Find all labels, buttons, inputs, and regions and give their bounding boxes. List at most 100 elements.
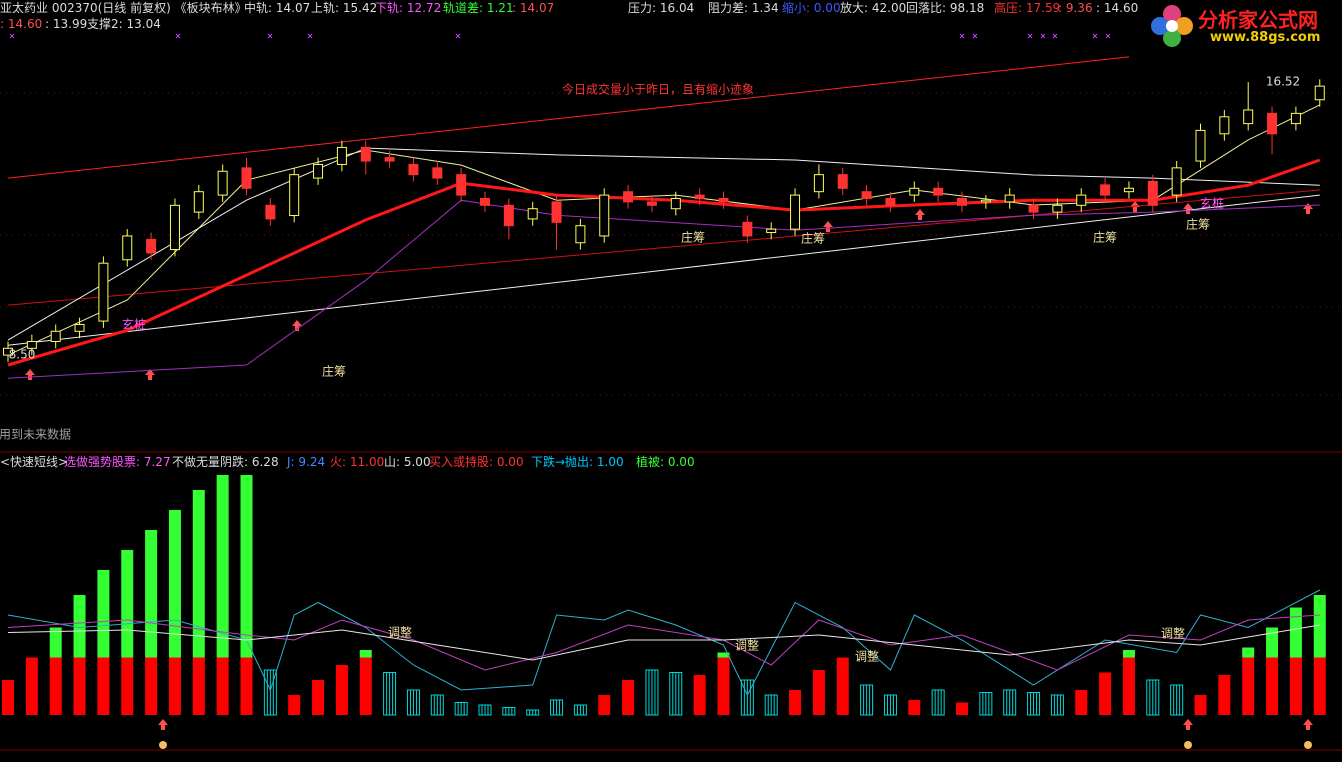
- bar: [288, 695, 301, 715]
- bar: [956, 702, 968, 715]
- candle-body: [1171, 167, 1182, 196]
- header-item: 亚太药业 002370(日线 前复权) 《板块布林》: [0, 1, 247, 15]
- bar: [836, 657, 849, 715]
- indicator-item: 植被: 0.00: [636, 455, 695, 469]
- signal-arrow: [823, 221, 833, 232]
- indicator-item: J: 9.24: [287, 455, 326, 469]
- candle-body: [527, 208, 538, 220]
- annotation: 庄筹: [322, 364, 346, 379]
- header-item: 高压: 17.59: [994, 1, 1061, 15]
- bar: [216, 657, 229, 715]
- annotation: 玄桩: [122, 317, 146, 332]
- indicator-item: 山: 5.00: [384, 455, 431, 469]
- bar: [1289, 607, 1302, 658]
- annotation: 调整: [1161, 626, 1185, 641]
- bar: [1242, 657, 1255, 715]
- candle-body: [26, 340, 37, 349]
- hand-icon: [1304, 741, 1312, 749]
- bar: [717, 652, 730, 658]
- x-marker: [1052, 33, 1058, 39]
- candle-body: [575, 225, 586, 244]
- header-item: 中轨: 14.07: [244, 1, 311, 15]
- signal-arrow: [158, 719, 168, 730]
- x-marker: [455, 33, 461, 39]
- candle-body: [456, 174, 467, 196]
- logo-title: 分析家公式网: [1198, 8, 1318, 32]
- candle-body: [384, 157, 395, 162]
- bar: [1313, 595, 1326, 658]
- indicator-line: [7, 158, 1321, 367]
- candle-body: [1314, 85, 1325, 101]
- bar: [908, 700, 921, 715]
- annotation: 庄筹: [801, 231, 825, 246]
- annotation: 用到未来数据: [0, 427, 71, 442]
- candle-body: [933, 187, 944, 196]
- annotation: 玄桩: [1200, 196, 1224, 211]
- indicator-line: [7, 104, 1321, 356]
- candle-body: [957, 197, 967, 206]
- signal-arrow: [1303, 719, 1313, 730]
- header-item: 压力: 16.04: [628, 1, 695, 15]
- indicator-line: [7, 194, 1320, 346]
- bar: [73, 657, 86, 715]
- candle-body: [1243, 109, 1254, 125]
- candle-body: [1290, 112, 1301, 125]
- bar: [240, 657, 253, 715]
- candle-body: [3, 347, 13, 356]
- bar: [598, 695, 611, 715]
- indicator-line: [7, 56, 1130, 179]
- bar: [121, 550, 134, 658]
- indicator-line: [7, 147, 1320, 341]
- bar: [1194, 695, 1207, 715]
- bar: [145, 530, 158, 658]
- annotation: 16.52: [1266, 75, 1300, 89]
- candle-body: [694, 194, 705, 199]
- x-marker: [175, 33, 181, 39]
- annotation: 庄筹: [1186, 217, 1210, 232]
- x-marker: [1040, 33, 1046, 39]
- candle-body: [241, 167, 252, 189]
- signal-arrow: [25, 369, 35, 380]
- indicator-line: [7, 189, 1320, 306]
- candle-body: [336, 146, 347, 165]
- candle-body: [837, 174, 848, 189]
- indicator-item: 下跌→抛出: 1.00: [531, 455, 624, 469]
- candle-body: [980, 199, 991, 203]
- bar: [25, 657, 38, 715]
- candle-body: [50, 330, 61, 342]
- bar: [97, 657, 110, 715]
- bar: [359, 657, 372, 715]
- indicator-line: [7, 589, 1321, 697]
- bar: [335, 665, 348, 715]
- candle-body: [503, 204, 514, 227]
- bar: [97, 570, 110, 658]
- bar: [168, 510, 181, 658]
- candle-body: [1123, 187, 1134, 193]
- bar: [1266, 657, 1279, 715]
- bar: [359, 650, 372, 658]
- indicator-item: <快速短线>: [0, 455, 69, 469]
- candle-body: [1267, 112, 1278, 135]
- signal-arrow: [292, 320, 302, 331]
- bar: [121, 657, 134, 715]
- bar: [1099, 672, 1112, 715]
- candle-body: [1028, 204, 1039, 213]
- candle-body: [313, 163, 324, 179]
- x-marker: [267, 33, 273, 39]
- candle-body: [861, 191, 872, 199]
- indicator-item: 火: 11.00: [330, 455, 385, 469]
- bar: [73, 595, 86, 658]
- candle-body: [432, 167, 443, 179]
- candle-body: [1100, 184, 1111, 196]
- bar: [1242, 647, 1255, 658]
- indicator-line: [7, 624, 1320, 661]
- bar: [240, 475, 253, 658]
- candle-body: [1004, 194, 1015, 203]
- logo: 分析家公式网 www.88gs.com: [1148, 2, 1338, 48]
- x-marker: [9, 33, 15, 39]
- indicator-item: 选做强势股票: 7.27: [64, 455, 171, 469]
- candle-body: [885, 197, 896, 206]
- candle-body: [551, 201, 562, 223]
